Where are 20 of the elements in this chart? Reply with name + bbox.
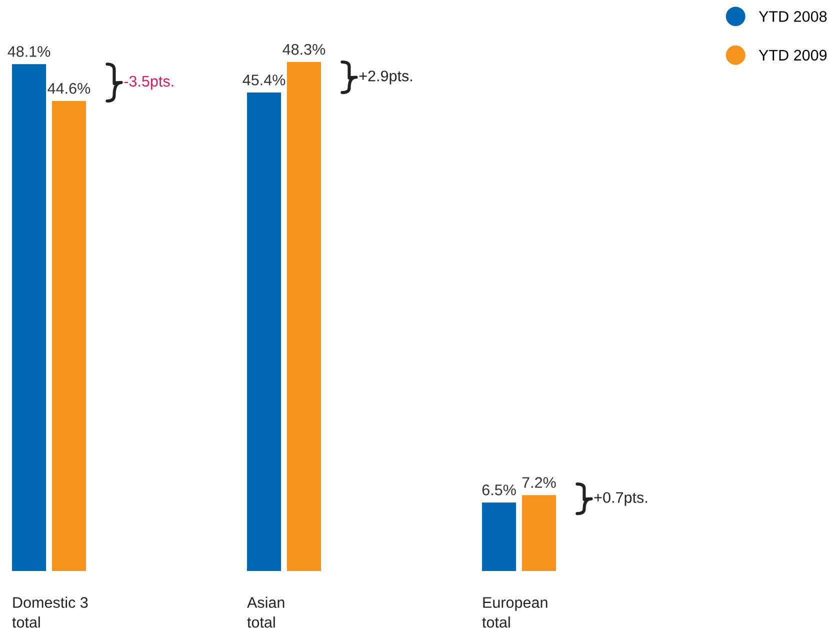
- legend-label: YTD 2008: [758, 11, 827, 22]
- x-tick-label: Domestic 3 total: [12, 596, 88, 628]
- bar: [522, 495, 556, 571]
- bar: [482, 502, 516, 571]
- x-tick-label: Asian total: [247, 596, 284, 628]
- data-label: 48.1%: [8, 46, 50, 57]
- annotation: +2.9pts.: [359, 70, 412, 84]
- legend-label: YTD 2009: [758, 50, 827, 61]
- bar: [12, 64, 46, 571]
- bar: [286, 62, 322, 571]
- bar: [246, 92, 282, 571]
- data-label: 44.6%: [48, 82, 90, 94]
- x-tick-label: European total: [482, 597, 548, 628]
- data-label: 7.2%: [522, 477, 556, 488]
- bar: [52, 100, 86, 571]
- annotation: +0.7pts.: [594, 492, 648, 506]
- data-label: 45.4%: [242, 74, 286, 86]
- data-label: 6.5%: [482, 484, 516, 496]
- annotation: -3.5pts.: [124, 76, 174, 90]
- data-label: 48.3%: [282, 44, 326, 55]
